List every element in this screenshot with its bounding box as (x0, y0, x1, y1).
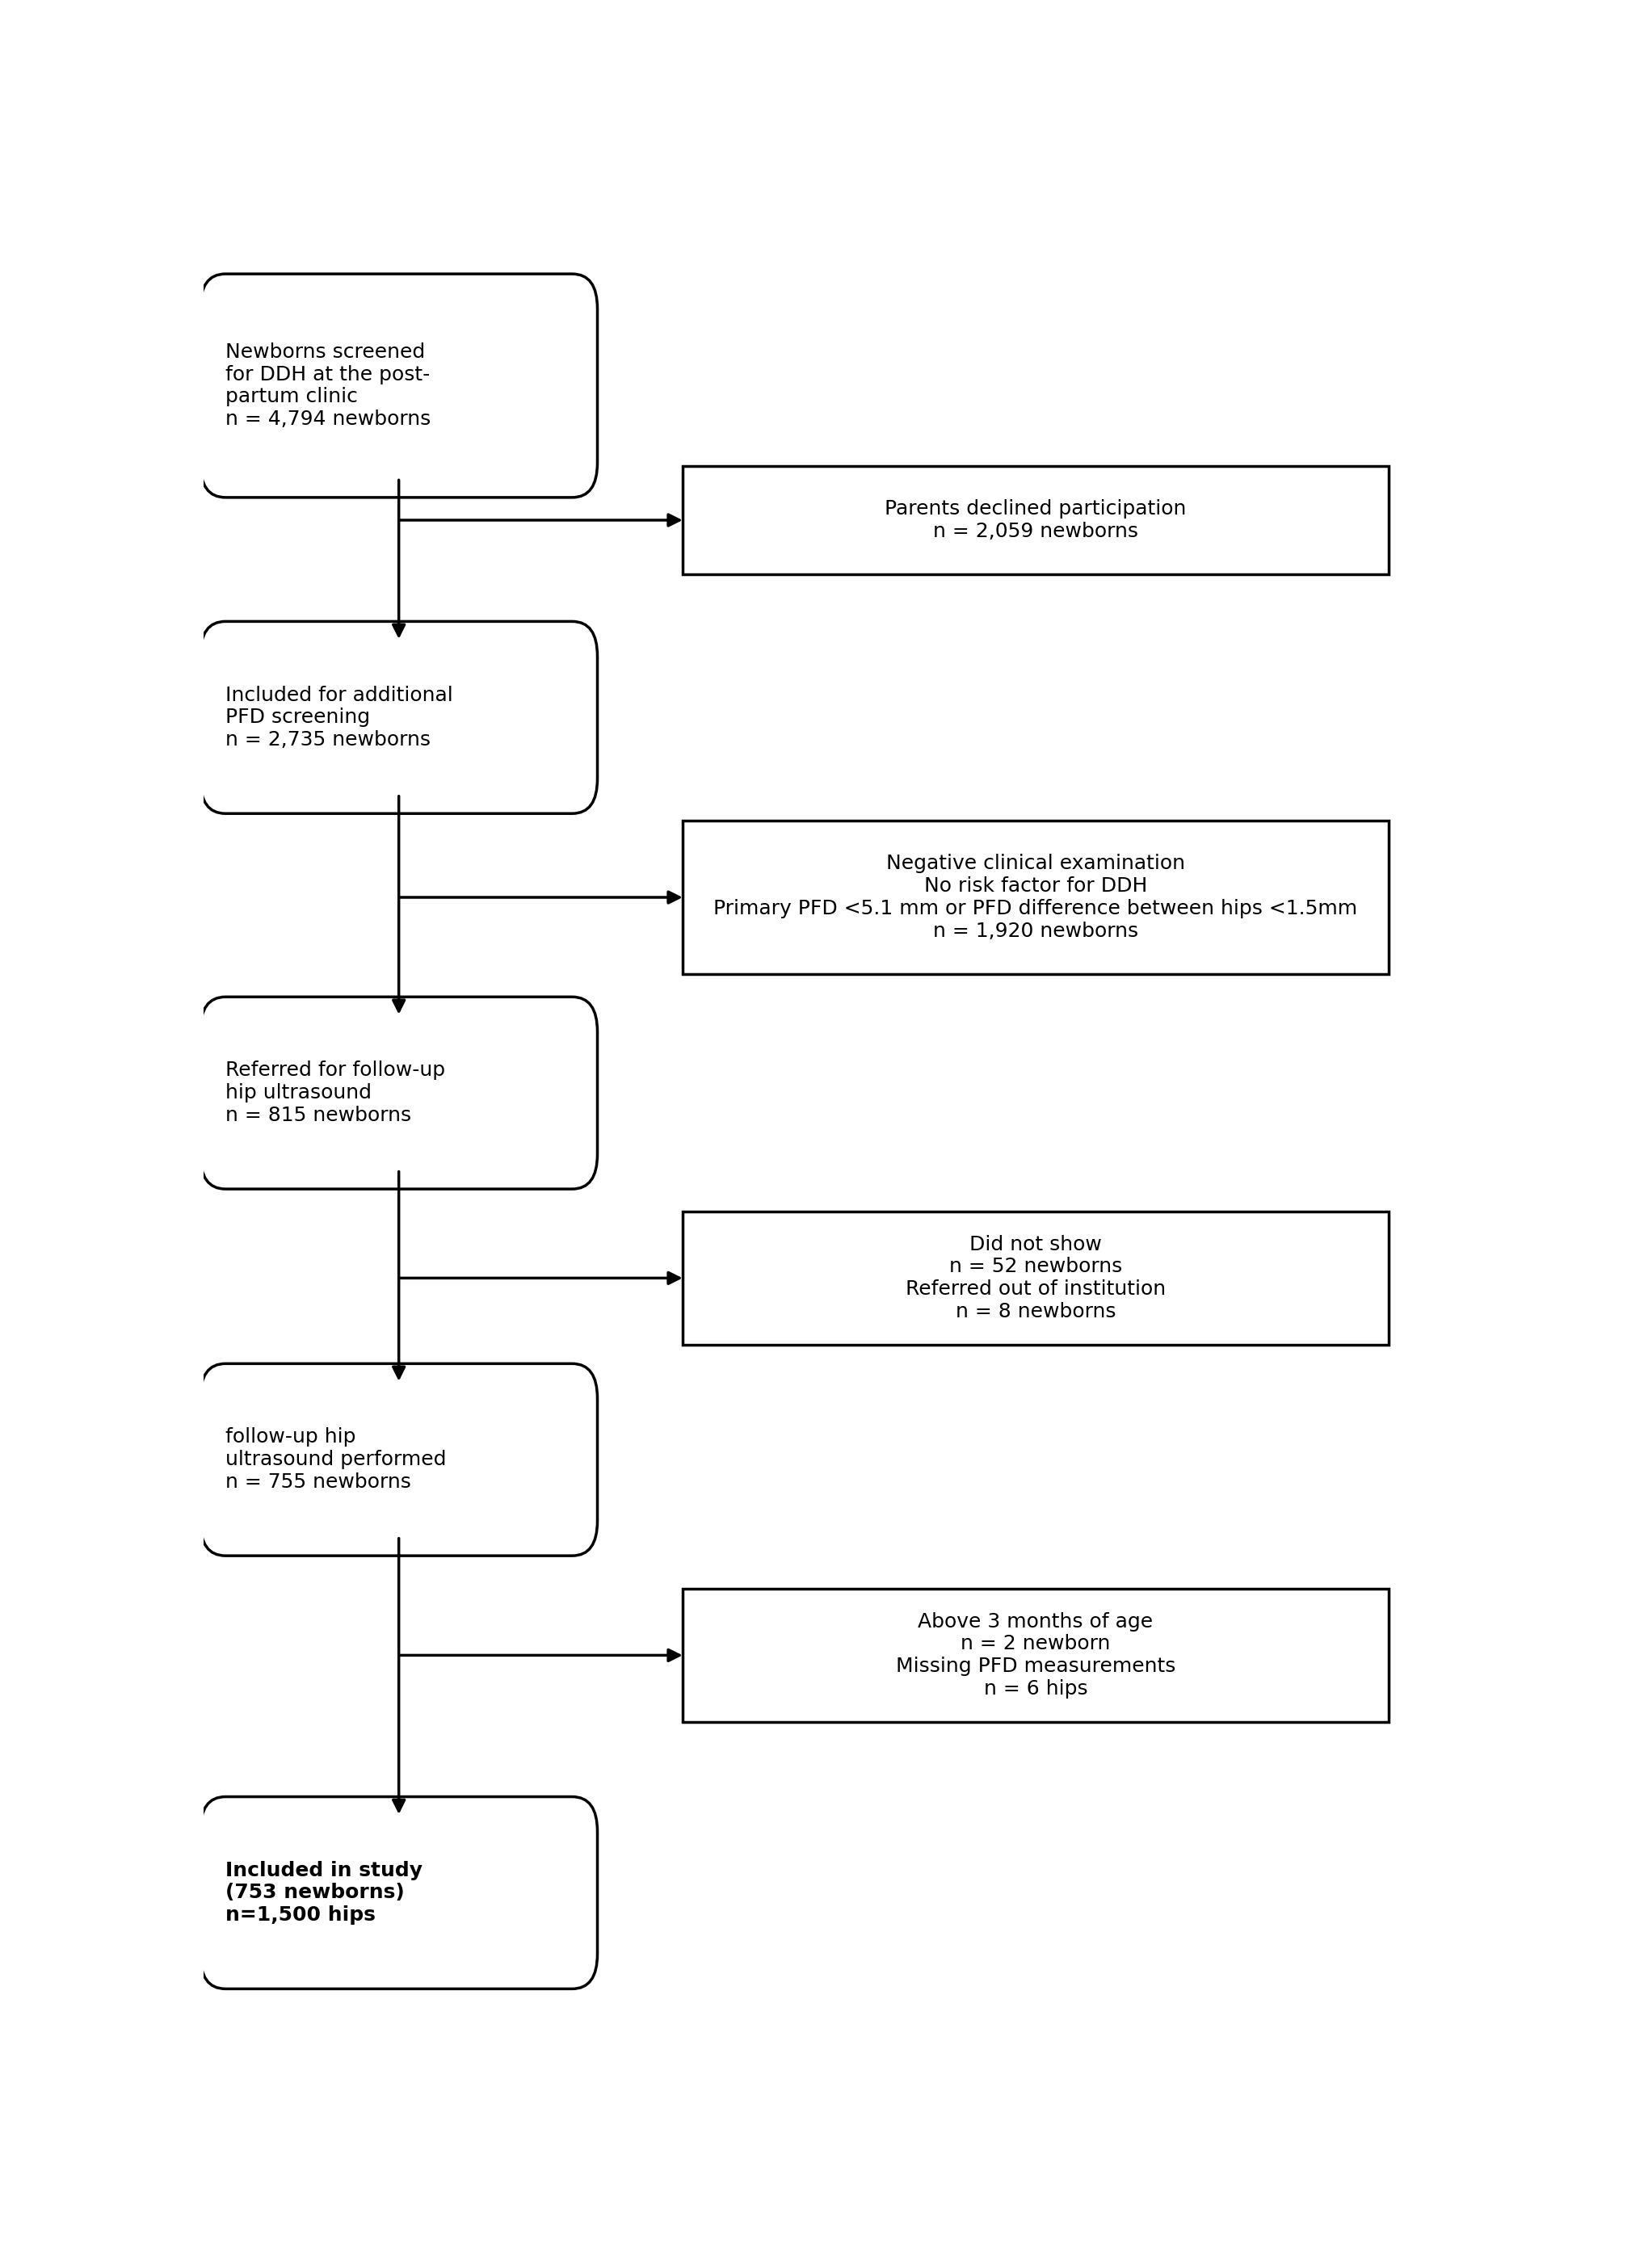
Text: Parents declined participation
n = 2,059 newborns: Parents declined participation n = 2,059… (885, 499, 1186, 542)
Text: Included for additional
PFD screening
n = 2,735 newborns: Included for additional PFD screening n … (226, 685, 452, 751)
Text: Referred for follow-up
hip ultrasound
n = 815 newborns: Referred for follow-up hip ultrasound n … (226, 1061, 446, 1125)
FancyBboxPatch shape (200, 998, 597, 1188)
FancyBboxPatch shape (683, 821, 1389, 975)
Text: Newborns screened
for DDH at the post-
partum clinic
n = 4,794 newborns: Newborns screened for DDH at the post- p… (226, 342, 431, 429)
FancyBboxPatch shape (683, 1211, 1389, 1345)
FancyBboxPatch shape (200, 274, 597, 497)
Text: follow-up hip
ultrasound performed
n = 755 newborns: follow-up hip ultrasound performed n = 7… (226, 1427, 446, 1492)
FancyBboxPatch shape (683, 465, 1389, 574)
FancyBboxPatch shape (200, 1796, 597, 1989)
FancyBboxPatch shape (200, 1363, 597, 1556)
FancyBboxPatch shape (683, 1590, 1389, 1721)
FancyBboxPatch shape (200, 621, 597, 814)
Text: Included in study
(753 newborns)
n=1,500 hips: Included in study (753 newborns) n=1,500… (226, 1860, 423, 1926)
Text: Above 3 months of age
n = 2 newborn
Missing PFD measurements
n = 6 hips: Above 3 months of age n = 2 newborn Miss… (896, 1613, 1175, 1699)
Text: Did not show
n = 52 newborns
Referred out of institution
n = 8 newborns: Did not show n = 52 newborns Referred ou… (906, 1234, 1165, 1322)
Text: Negative clinical examination
No risk factor for DDH
Primary PFD <5.1 mm or PFD : Negative clinical examination No risk fa… (714, 855, 1357, 941)
